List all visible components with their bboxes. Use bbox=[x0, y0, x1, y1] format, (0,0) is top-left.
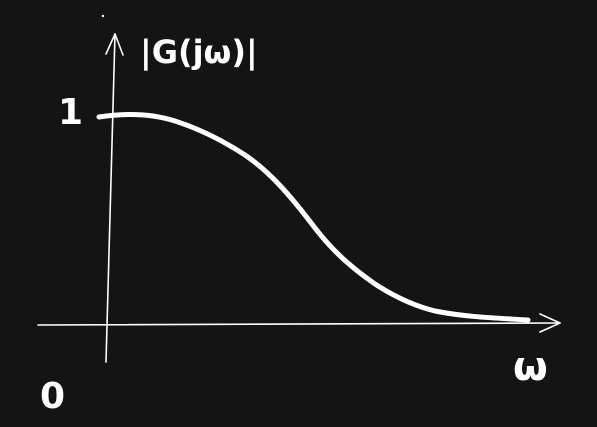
y-tick-label: 1 bbox=[58, 92, 83, 133]
magnitude-curve bbox=[96, 111, 531, 323]
stray-dot bbox=[101, 14, 105, 18]
origin-label: 0 bbox=[40, 376, 65, 417]
x-axis-arrowhead bbox=[539, 313, 561, 333]
y-axis-label: |G(jω)| bbox=[140, 33, 258, 72]
x-axis-label: ω bbox=[513, 344, 548, 390]
y-axis bbox=[105, 33, 116, 363]
y-axis-arrowhead bbox=[105, 33, 124, 56]
x-axis bbox=[37, 322, 561, 326]
